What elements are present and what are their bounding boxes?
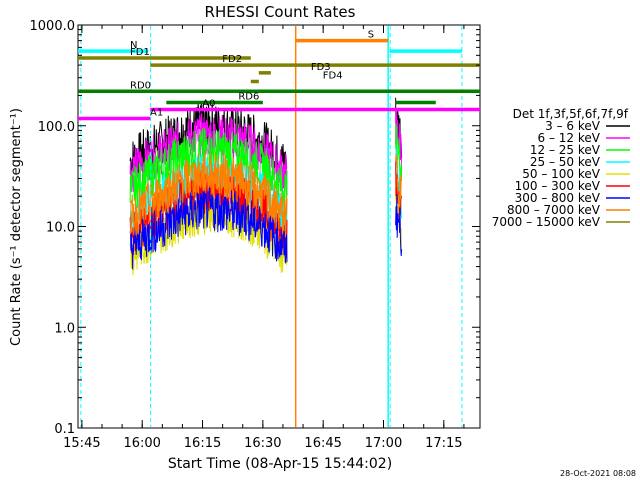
flag-label-S: S [368,30,374,41]
x-tick-label: 16:00 [123,436,160,451]
flag-label-FD4: FD4 [323,70,343,81]
legend-header: Det 1f,3f,5f,6f,7f,9f [513,107,629,121]
legend-entry-label: 25 – 50 keV [530,155,601,169]
legend-entry-label: 100 – 300 keV [515,179,601,193]
x-tick-label: 16:30 [244,436,281,451]
x-axis: 15:45 16:00 16:15 16:30 16:45 17:00 17:15 [63,25,465,451]
x-tick-label: 15:45 [63,436,100,451]
y-tick-label: 0.1 [54,422,75,437]
y-tick-label: 10.0 [46,221,75,236]
series-trace-6-1 [395,193,403,257]
x-tick-label: 17:15 [425,436,462,451]
y-axis: 0.1 1.0 10.0 100.0 1000.0 [30,19,480,437]
flag-label-A1: A1 [150,108,163,119]
series-trace-7-0 [129,152,288,238]
y-tick-label: 100.0 [38,120,75,135]
flag-label-FD2: FD2 [222,54,242,65]
flag-label-FD3: FD3 [311,62,331,73]
legend-entry-label: 300 – 800 keV [515,191,601,205]
flag-label-N: N [130,40,137,51]
series-trace-2-1 [395,123,403,182]
flag-label-RD6: RD6 [238,92,259,103]
legend-entry-label: 50 – 100 keV [522,167,601,181]
flag-label-RD0: RD0 [130,80,151,91]
series-trace-7-1 [395,153,403,208]
legend-entry-label: 3 – 6 keV [545,119,601,133]
flag-label-FD1: FD1 [130,47,150,58]
legend-entry-label: 800 – 7000 keV [507,203,601,217]
x-tick-label: 16:45 [304,436,341,451]
x-axis-title: Start Time (08-Apr-15 15:44:02) [168,456,392,472]
x-tick-label: 17:00 [365,436,402,451]
y-axis-title: Count Rate (s⁻¹ detector segment⁻¹) [9,108,24,346]
legend-entry-label: 6 – 12 keV [538,131,601,145]
legend-entry-label: 7000 – 15000 keV [492,215,601,229]
chart-title: RHESSI Count Rates [205,3,356,21]
y-tick-label: 1000.0 [30,19,76,34]
x-tick-label: 16:15 [184,436,221,451]
legend-entry-label: 12 – 25 keV [530,143,601,157]
footer-timestamp: 28-Oct-2021 08:08 [560,469,636,478]
y-tick-label: 1.0 [54,321,75,336]
flag-label-A0: A0 [202,98,215,109]
